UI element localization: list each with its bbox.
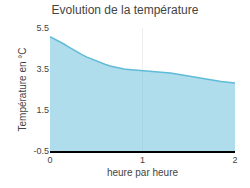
svg-text:1.5: 1.5 [36,105,49,115]
svg-text:heure par heure: heure par heure [107,167,179,178]
svg-text:0: 0 [47,155,52,165]
svg-text:3.5: 3.5 [36,64,49,74]
svg-text:5.5: 5.5 [36,23,49,33]
svg-text:Evolution de la température: Evolution de la température [52,3,199,17]
svg-text:-0.5: -0.5 [33,146,49,156]
svg-text:1: 1 [140,155,145,165]
svg-text:2: 2 [232,155,237,165]
svg-text:Température en °C: Température en °C [17,47,28,131]
